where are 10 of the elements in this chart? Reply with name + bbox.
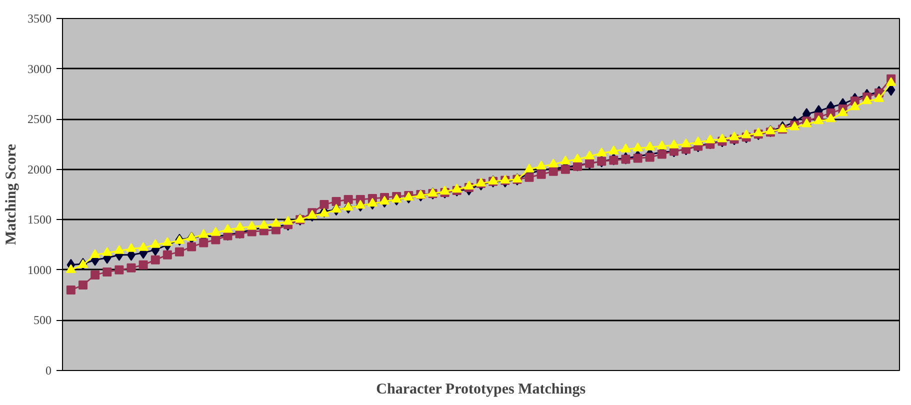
y-axis-title: Matching Score — [4, 144, 20, 245]
y-tick-label: 0 — [46, 364, 52, 378]
y-tick-label: 2500 — [28, 112, 52, 126]
x-axis-title: Character Prototypes Matchings — [376, 382, 586, 398]
y-tick-label: 3500 — [28, 12, 52, 26]
y-tick-label: 500 — [34, 313, 52, 328]
y-tick-label: 1500 — [28, 212, 52, 227]
y-tick-label: 2000 — [28, 162, 52, 176]
y-tick-label: 1000 — [28, 262, 52, 277]
y-tick-label: 3000 — [28, 62, 52, 76]
